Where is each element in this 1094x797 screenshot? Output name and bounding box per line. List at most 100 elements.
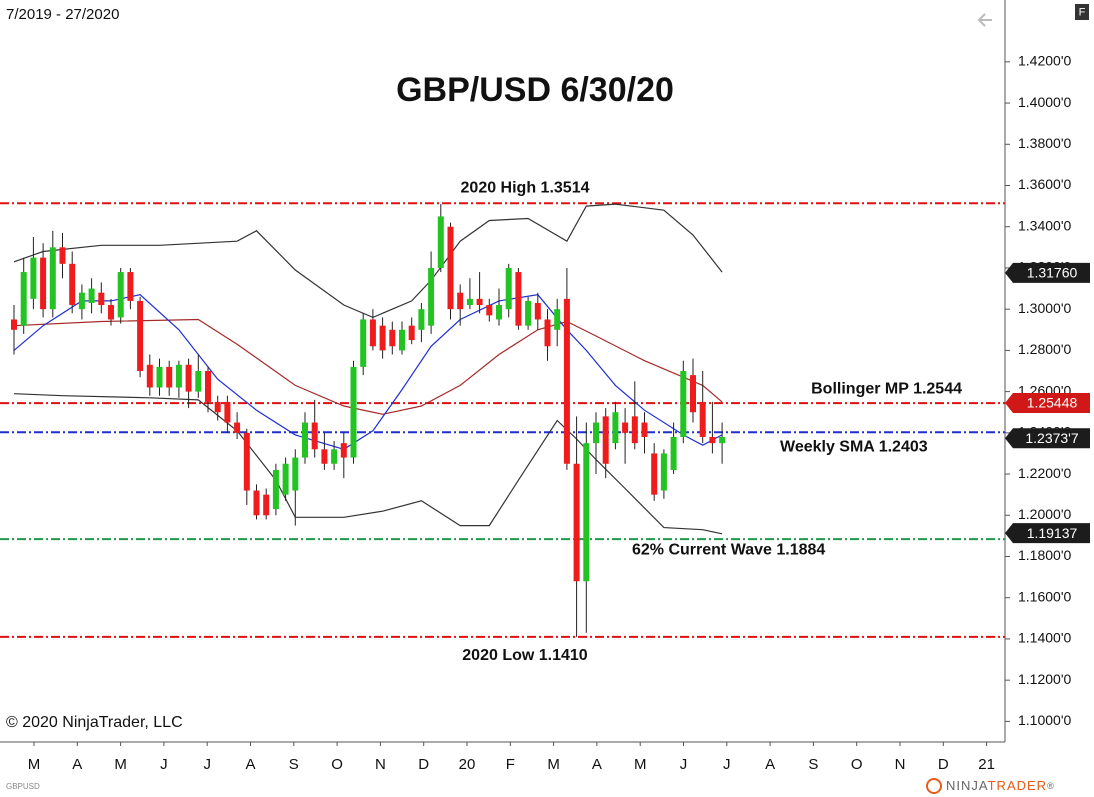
panel-button[interactable]: [1075, 4, 1089, 20]
candle-body: [49, 247, 56, 310]
candle-body: [418, 309, 425, 330]
x-tick-label: A: [72, 756, 82, 773]
brand-part: NINJA: [946, 778, 988, 793]
x-tick-label: O: [851, 756, 863, 773]
candle-body: [699, 401, 706, 437]
price-badge-label: 1.25448: [1027, 395, 1078, 411]
price-badge-label: 1.31760: [1027, 265, 1078, 281]
candle-body: [379, 325, 386, 351]
x-tick-label: M: [114, 756, 127, 773]
candle-body: [680, 371, 687, 437]
level-label: Weekly SMA 1.2403: [780, 438, 928, 455]
y-tick-label: 1.3600'0: [1018, 176, 1071, 192]
brand-part: TRADER: [988, 778, 1047, 793]
y-tick-label: 1.1000'0: [1018, 712, 1071, 728]
candle-body: [11, 319, 17, 330]
candle-body: [593, 422, 599, 444]
x-tick-label: M: [634, 756, 647, 773]
back-arrow[interactable]: [977, 13, 992, 27]
y-tick-label: 1.3400'0: [1018, 217, 1071, 233]
candle-body: [321, 449, 328, 464]
y-tick-label: 1.4200'0: [1018, 53, 1071, 69]
x-tick-label: N: [375, 756, 386, 773]
y-tick-label: 1.3000'0: [1018, 300, 1071, 316]
candle-body: [476, 298, 483, 306]
brand-part: ®: [1047, 781, 1055, 791]
x-tick-label: 20: [459, 756, 476, 773]
candle-body: [631, 416, 638, 444]
y-tick-label: 1.2000'0: [1018, 506, 1071, 522]
candle-body: [78, 292, 85, 310]
candle-body: [88, 288, 95, 303]
candle-body: [205, 371, 211, 402]
indicator-line: [13, 393, 723, 535]
price-badge: [1005, 262, 1090, 283]
x-tick-label: J: [160, 756, 168, 773]
price-badge-label: 1.2373'7: [1025, 430, 1078, 446]
candle-body: [350, 366, 357, 458]
date-range: 7/2019 - 27/2020: [6, 6, 119, 23]
candle-body: [137, 300, 144, 371]
candle-body: [408, 325, 415, 341]
x-tick-label: N: [895, 756, 906, 773]
candle-body: [399, 329, 405, 351]
y-tick-label: 1.4000'0: [1018, 94, 1071, 110]
candle-body: [360, 319, 367, 367]
level-label: 2020 High 1.3514: [461, 179, 590, 196]
candle-body: [340, 443, 347, 458]
candle-body: [525, 300, 532, 326]
brand: NINJATRADER®: [946, 778, 1055, 793]
candle-body: [622, 422, 629, 433]
y-tick-label: 1.3800'0: [1018, 135, 1071, 151]
candle-body: [302, 422, 308, 458]
candle-body: [369, 319, 376, 347]
candle-body: [428, 267, 435, 326]
candle-body: [195, 371, 202, 392]
candle-body: [146, 364, 153, 388]
price-badge: [1005, 523, 1090, 544]
x-tick-label: 21: [978, 756, 995, 773]
candle-body: [660, 453, 667, 491]
candle-body: [156, 366, 163, 388]
indicator-line: [13, 318, 723, 415]
candle-body: [98, 292, 105, 306]
candle-body: [447, 226, 454, 310]
x-tick-label: J: [680, 756, 688, 773]
candle-body: [311, 422, 318, 450]
candle-body: [263, 494, 270, 516]
candle-body: [437, 216, 444, 268]
candle-body: [719, 436, 726, 444]
candle-body: [108, 305, 114, 320]
x-tick-label: O: [331, 756, 343, 773]
candle-body: [544, 319, 551, 347]
x-tick-label: S: [289, 756, 299, 773]
candle-body: [612, 412, 619, 444]
brand-logo: [926, 778, 942, 794]
candle-body: [515, 272, 522, 326]
candle-body: [583, 443, 590, 582]
panel-button-label: F: [1079, 6, 1086, 18]
level-label: Bollinger MP 1.2544: [811, 380, 962, 397]
y-tick-label: 1.1800'0: [1018, 547, 1071, 563]
candle-body: [166, 366, 173, 388]
y-tick-label: 1.1200'0: [1018, 671, 1071, 687]
candle-body: [709, 436, 716, 444]
y-tick-label: 1.2800'0: [1018, 341, 1071, 357]
candle-body: [272, 469, 279, 510]
candle-body: [59, 247, 66, 264]
candle-body: [651, 453, 658, 495]
price-badge: [1005, 428, 1090, 449]
candle-body: [69, 263, 76, 306]
candle-body: [670, 436, 677, 470]
candle-body: [554, 309, 561, 330]
candle-body: [20, 272, 27, 326]
candle-body: [641, 422, 648, 437]
price-badge: [1005, 392, 1090, 413]
symbol: GBPUSD: [6, 782, 40, 791]
candle-body: [282, 463, 289, 495]
candle-body: [505, 267, 512, 310]
y-tick-label: 1.1600'0: [1018, 588, 1071, 604]
candle-body: [496, 305, 502, 320]
candle-body: [573, 463, 580, 582]
level-label: 62% Current Wave 1.1884: [632, 541, 825, 558]
